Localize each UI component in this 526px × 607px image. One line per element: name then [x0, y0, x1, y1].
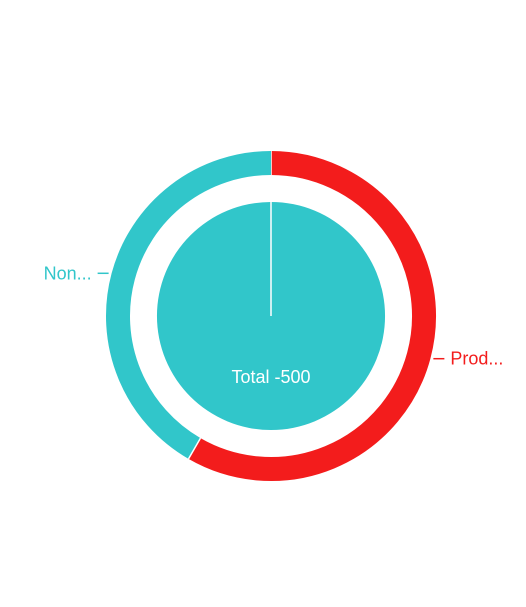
inner-pie — [156, 202, 386, 430]
outer-ring — [106, 151, 436, 481]
outer-ring-slice-0[interactable] — [188, 151, 436, 481]
slice-label-0: Prod... — [450, 349, 503, 369]
slice-label-1: Non... — [44, 263, 92, 283]
outer-ring-separator-1 — [187, 437, 202, 460]
slice-labels: Prod... Non... — [44, 263, 504, 368]
center-total-label: Total -500 — [231, 367, 310, 387]
outer-ring-slice-1[interactable] — [106, 151, 272, 459]
